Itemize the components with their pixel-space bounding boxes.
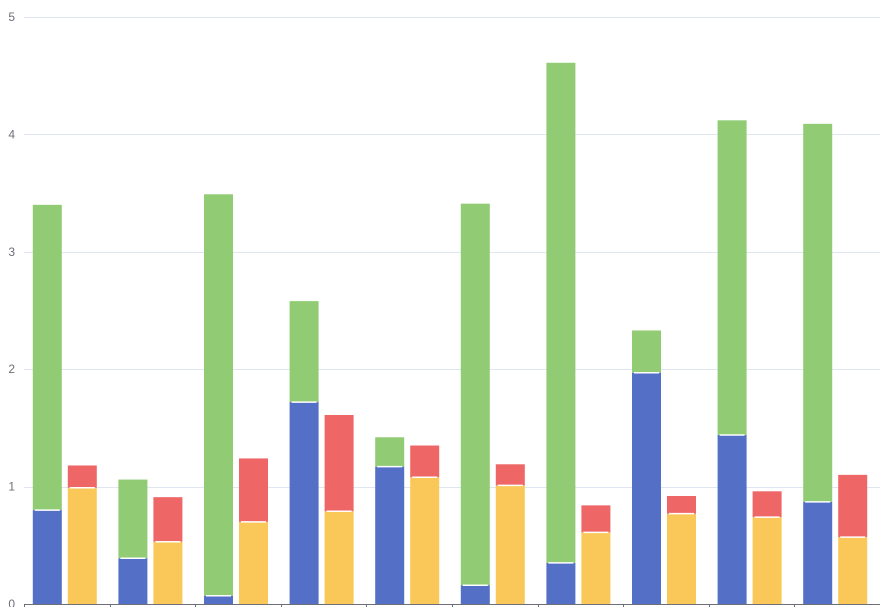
bar-right-series2 <box>495 464 525 486</box>
y-axis-tick-labels: 0 1 2 3 4 5 <box>8 10 15 607</box>
bar-right-series2 <box>324 414 354 512</box>
bar-left-series2 <box>632 330 661 373</box>
bar-left-series2 <box>546 62 576 563</box>
bar-right-series1 <box>239 521 268 604</box>
bar-left-series2 <box>118 479 148 559</box>
bar-left-series2 <box>204 194 233 596</box>
bar-left-series1 <box>375 466 405 604</box>
bar-right-series2 <box>667 495 696 514</box>
bar-left-series2 <box>375 437 405 467</box>
bar-left-series1 <box>803 501 833 604</box>
bar-right-series2 <box>581 505 611 533</box>
bar-right-series2 <box>838 474 868 538</box>
y-tick-label: 3 <box>8 245 15 259</box>
bar-left-series2 <box>717 120 747 435</box>
bar-right-series1 <box>581 532 611 604</box>
bar-left-series1 <box>118 558 148 604</box>
bar-left-series1 <box>546 562 576 604</box>
bar-right-series1 <box>410 477 440 604</box>
bar-left-series1 <box>460 585 490 604</box>
bar-right-series2 <box>752 491 782 518</box>
y-tick-label: 4 <box>8 127 15 141</box>
bar-right-series1 <box>67 487 97 604</box>
bar-right-series1 <box>153 541 183 604</box>
bar-left-series1 <box>632 372 661 604</box>
grid-lines <box>24 17 880 488</box>
bar-left-series2 <box>289 301 319 403</box>
bar-left-series1 <box>717 434 747 604</box>
bar-right-series1 <box>667 513 696 604</box>
bar-right-series2 <box>410 445 440 478</box>
y-tick-label: 5 <box>8 10 15 24</box>
bars <box>32 62 868 604</box>
bar-left-series2 <box>32 204 62 511</box>
bar-right-series1 <box>752 517 782 604</box>
bar-right-series1 <box>324 511 354 604</box>
bar-right-series2 <box>239 458 268 522</box>
bar-left-series1 <box>204 595 233 604</box>
y-tick-label: 1 <box>8 480 15 494</box>
bar-left-series2 <box>803 123 833 502</box>
y-tick-label: 2 <box>8 362 15 376</box>
bar-right-series1 <box>495 485 525 604</box>
bar-left-series1 <box>289 402 319 604</box>
bar-left-series2 <box>460 203 490 586</box>
bar-right-series2 <box>153 497 183 542</box>
bar-right-series1 <box>838 537 868 604</box>
y-tick-label: 0 <box>8 597 15 607</box>
bar-right-series2 <box>67 465 97 488</box>
bar-left-series1 <box>32 510 62 604</box>
